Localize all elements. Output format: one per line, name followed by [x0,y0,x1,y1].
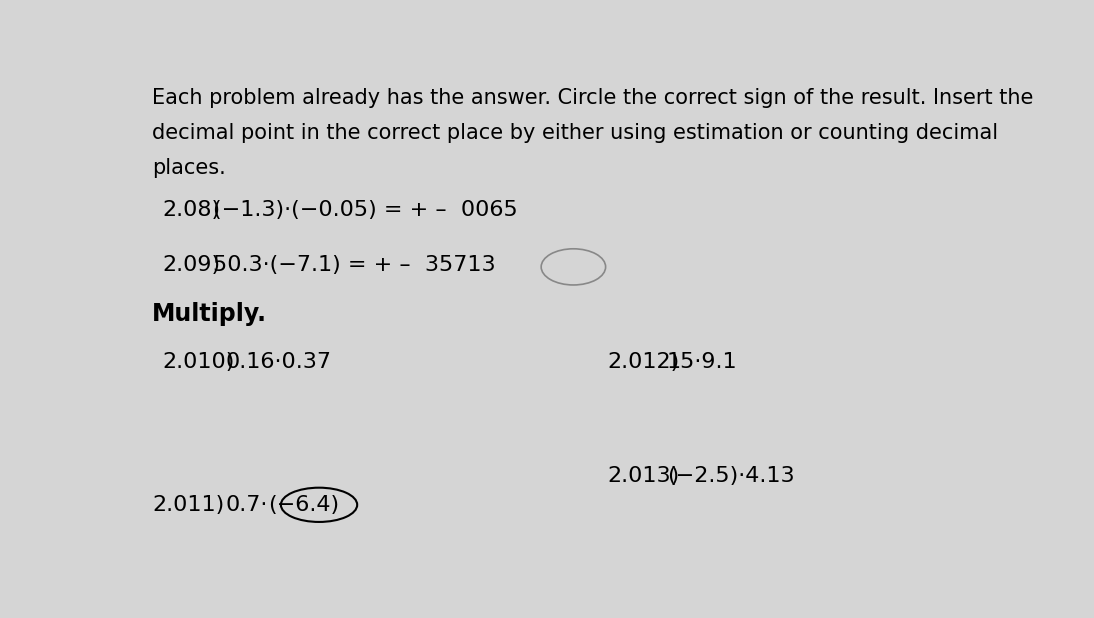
Text: Each problem already has the answer. Circle the correct sign of the result. Inse: Each problem already has the answer. Cir… [152,88,1034,108]
Text: 50.3·(−7.1) = + –  35713: 50.3·(−7.1) = + – 35713 [213,255,496,274]
Text: 0.16·0.37: 0.16·0.37 [225,352,331,372]
Text: 2.012): 2.012) [607,352,679,372]
Text: places.: places. [152,158,225,178]
Text: 2.010): 2.010) [162,352,234,372]
Text: Multiply.: Multiply. [152,302,267,326]
Text: 2.09): 2.09) [162,255,220,274]
Text: 2.013): 2.013) [607,466,679,486]
Text: 2.011): 2.011) [152,495,224,515]
Text: decimal point in the correct place by either using estimation or counting decima: decimal point in the correct place by ei… [152,123,998,143]
Text: 0.7·: 0.7· [225,495,268,515]
Text: 15·9.1: 15·9.1 [666,352,737,372]
Text: (−1.3)·(−0.05) = + –  0065: (−1.3)·(−0.05) = + – 0065 [213,200,517,220]
Text: (−6.4): (−6.4) [268,495,339,515]
Text: 2.08): 2.08) [162,200,220,220]
Text: (−2.5)·4.13: (−2.5)·4.13 [666,466,794,486]
